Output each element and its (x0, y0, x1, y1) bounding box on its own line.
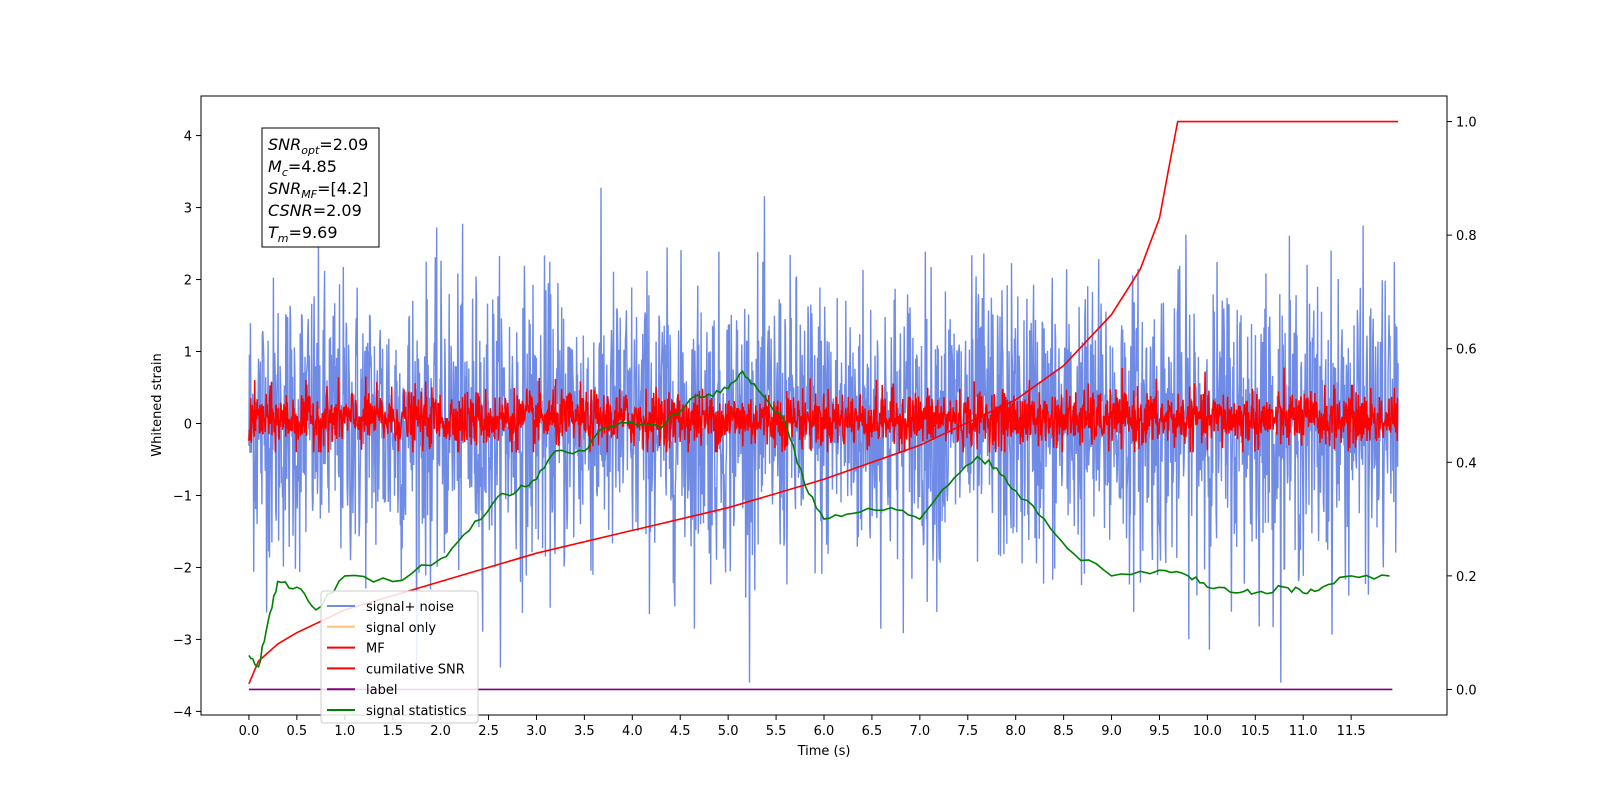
series-signal-statistics (248, 370, 1390, 668)
legend-label-signal-statistics: signal statistics (366, 704, 467, 719)
annotation-line: Tm=9.69 (268, 223, 338, 245)
x-tick-label: 3.5 (574, 724, 595, 739)
annotation-line: SNRopt=2.09 (268, 135, 368, 157)
y-left-tick-label: −3 (173, 633, 192, 648)
x-tick-label: 3.0 (526, 724, 547, 739)
y-left-tick-label: 1 (184, 346, 192, 361)
y-right-tick-label: 0.6 (1456, 343, 1477, 358)
y-left-tick-label: −4 (173, 705, 192, 720)
y-right-tick-label: 1.0 (1456, 116, 1477, 131)
legend-label-signal-only: signal only (366, 621, 436, 636)
x-tick-label: 4.0 (622, 724, 643, 739)
x-tick-label: 10.0 (1193, 724, 1222, 739)
x-tick-label: 7.5 (957, 724, 978, 739)
y-left-tick-label: 0 (184, 417, 192, 432)
x-tick-label: 2.0 (430, 724, 451, 739)
x-tick-label: 6.5 (862, 724, 883, 739)
y-axis-label-left: Whitened strain (150, 353, 165, 456)
x-tick-label: 7.0 (910, 724, 931, 739)
x-tick-label: 5.0 (718, 724, 739, 739)
x-tick-label: 2.5 (478, 724, 499, 739)
series-mf (248, 367, 1399, 453)
legend: signal+ noise signal only MF cumilative SNR… (320, 590, 479, 724)
legend-label-mf: MF (366, 642, 385, 657)
x-tick-label: 10.5 (1241, 724, 1270, 739)
x-axis: 0.0 0.5 1.0 1.5 2.0 2.5 3.0 3.5 4.0 4.5 5.0 5.5 6.0 6… (239, 715, 1366, 739)
x-tick-label: 6.0 (814, 724, 835, 739)
x-tick-label: 1.0 (334, 724, 355, 739)
legend-label-signal-noise: signal+ noise (366, 600, 454, 615)
x-tick-label: 8.0 (1005, 724, 1026, 739)
y-right-tick-label: 0.0 (1456, 683, 1477, 698)
y-left-tick-label: 2 (184, 274, 192, 289)
y-left-tick-label: −2 (173, 561, 192, 576)
y-right-tick-label: 0.2 (1456, 570, 1477, 585)
y-left-tick-label: −1 (173, 489, 192, 504)
x-tick-label: 11.0 (1289, 724, 1318, 739)
x-tick-label: 0.0 (239, 724, 260, 739)
y-axis-left: −4 −3 −2 −1 0 1 2 3 4 (173, 130, 201, 720)
x-axis-label: Time (s) (797, 744, 851, 759)
y-left-tick-label: 3 (184, 202, 192, 217)
annotation-line: Mc=4.85 (268, 157, 337, 179)
annotation-line: SNRMF=[4.2] (268, 179, 368, 201)
y-right-tick-label: 0.8 (1456, 229, 1477, 244)
legend-label-label: label (366, 683, 397, 698)
x-tick-label: 1.5 (382, 724, 403, 739)
x-tick-label: 4.5 (670, 724, 691, 739)
x-tick-label: 8.5 (1053, 724, 1074, 739)
y-axis-right: 0.0 0.2 0.4 0.6 0.8 1.0 (1447, 116, 1477, 698)
x-tick-label: 0.5 (287, 724, 308, 739)
x-tick-label: 9.5 (1149, 724, 1170, 739)
legend-label-cumilative-snr: cumilative SNR (366, 662, 465, 677)
x-tick-label: 5.5 (766, 724, 787, 739)
series-cumilative-snr (248, 120, 1399, 685)
y-right-tick-label: 0.4 (1456, 456, 1477, 471)
y-left-tick-label: 4 (184, 130, 192, 145)
x-tick-label: 9.0 (1101, 724, 1122, 739)
x-tick-label: 11.5 (1337, 724, 1366, 739)
annotation-line: CSNR=2.09 (268, 201, 362, 220)
